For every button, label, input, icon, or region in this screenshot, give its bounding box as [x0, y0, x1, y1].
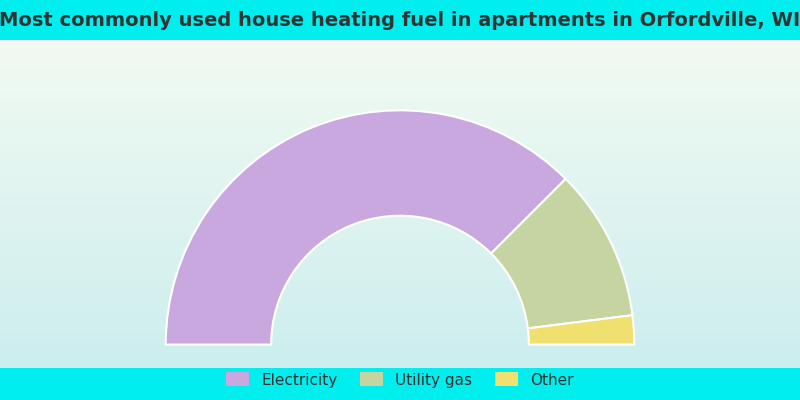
Wedge shape — [491, 179, 633, 328]
Legend: Electricity, Utility gas, Other: Electricity, Utility gas, Other — [220, 366, 580, 394]
Wedge shape — [166, 110, 566, 344]
Text: Most commonly used house heating fuel in apartments in Orfordville, WI: Most commonly used house heating fuel in… — [0, 10, 800, 30]
Wedge shape — [528, 315, 634, 344]
Text: City-Data.com: City-Data.com — [656, 79, 736, 89]
